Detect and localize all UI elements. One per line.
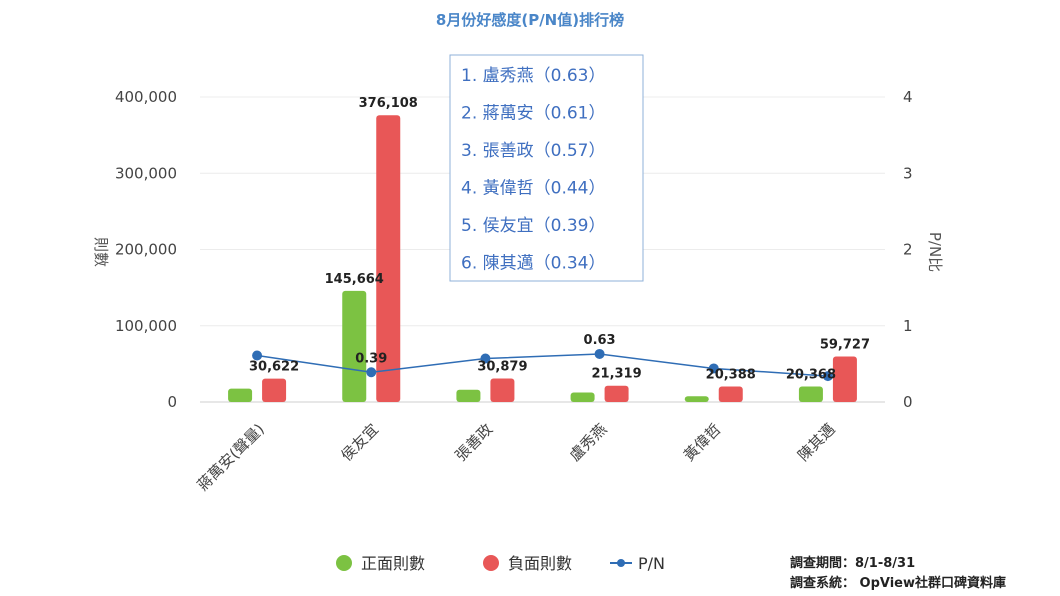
legend-label: 負面則數 [508,554,572,573]
legend-swatch [483,555,499,571]
legend-swatch [336,555,352,571]
bars [228,115,857,402]
data-label: 30,879 [477,359,527,374]
y-tick-label: 400,000 [115,88,177,106]
survey-note: 調查期間：8/1-8/31 [790,555,915,571]
x-tick-label: 陳其邁 [794,420,839,465]
data-label: 21,319 [591,367,641,382]
pn-series-line [256,353,828,377]
positive-bar [228,388,253,402]
positive-bar [570,392,595,402]
ranking-box: 1. 盧秀燕（0.63） 2. 蔣萬安（0.61） 3. 張善政（0.57） 4. 黃… [449,54,644,282]
data-label: 59,727 [820,337,870,352]
y2-tick-label: 1 [903,317,913,335]
negative-bar [718,386,743,402]
pn-point [480,353,491,364]
y2-tick-label: 3 [903,164,913,182]
pn-point [708,363,719,374]
ranking-box-frame [449,54,644,282]
x-tick-label: 黃偉哲 [680,420,725,465]
data-label: 0.63 [584,333,616,348]
y-tick-label: 300,000 [115,164,177,182]
y-tick-label: 0 [167,393,177,411]
legend-label: P/N [638,554,665,573]
ranking-item: 3. 張善政（0.57） [461,141,605,161]
pn-line [252,348,833,382]
data-label: 145,664 [325,272,384,287]
data-label: 20,388 [706,367,756,382]
ranking-item: 2. 蔣萬安（0.61） [461,104,605,124]
positive-bar [684,396,709,402]
chart-title: 8月份好感度(P/N值)排行榜 [436,11,624,29]
y2-tick-label: 2 [903,241,913,259]
y2-tick-label: 0 [903,393,913,411]
data-label: 376,108 [359,96,418,111]
legend: 正面則數 負面則數 P/N [336,554,665,573]
legend-swatch-dot [617,559,625,567]
ranking-item: 1. 盧秀燕（0.63） [461,66,605,86]
x-tick-label: 蔣萬安(聲量) [194,420,268,494]
negative-bar [376,115,401,402]
data-label: 30,622 [249,360,299,375]
data-labels: 30,622 145,664 376,108 0.39 30,879 0.63 21,319… [249,96,870,382]
data-label: 0.39 [355,351,387,366]
y-axis-label: 則數 [92,237,110,267]
positive-bar [456,389,481,402]
data-label: 20,368 [786,367,836,382]
survey-note: 調查系統： OpView社群口碑資料庫 [790,575,1006,591]
pn-point [366,367,377,378]
negative-bar [832,356,857,402]
x-tick-label: 侯友宜 [338,420,383,465]
pn-point [822,371,833,382]
y2-tick-label: 4 [903,88,913,106]
negative-bar [262,378,287,402]
x-tick-label: 盧秀燕 [566,420,611,465]
negative-bar [604,385,629,402]
positive-bar [798,386,823,402]
survey-notes: 調查期間：8/1-8/31 調查系統： OpView社群口碑資料庫 [790,555,1006,591]
x-tick-label: 張善政 [452,420,497,465]
pn-point [594,348,605,359]
ranking-item: 5. 侯友宜（0.39） [461,216,605,236]
y-tick-label: 100,000 [115,317,177,335]
ranking-item: 6. 陳其邁（0.34） [461,254,605,274]
negative-bar [490,378,515,402]
legend-label: 正面則數 [361,554,425,573]
pn-point [252,350,263,361]
y2-axis-label: P/N比 [926,232,944,272]
positive-bar [342,290,367,402]
y-tick-label: 200,000 [115,241,177,259]
ranking-item: 4. 黃偉哲（0.44） [461,179,605,199]
